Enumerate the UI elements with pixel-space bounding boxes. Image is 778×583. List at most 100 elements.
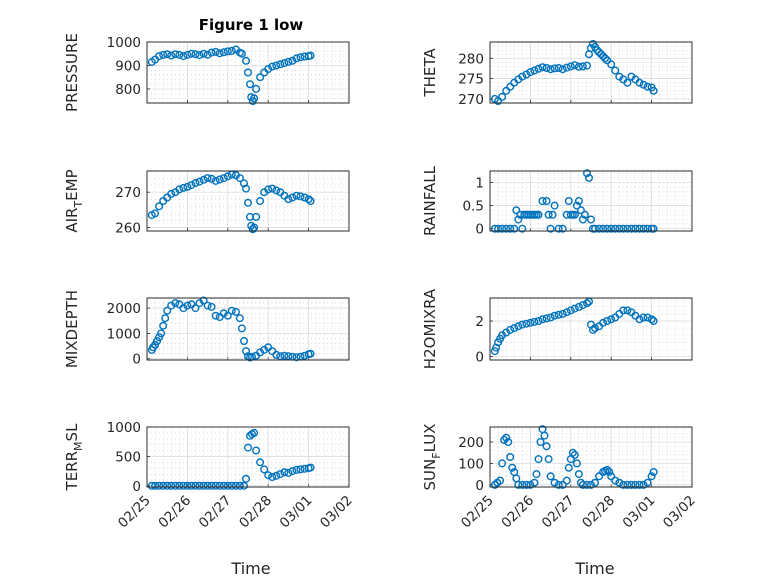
data-point <box>583 480 592 489</box>
data-point <box>219 481 228 490</box>
data-point <box>211 176 220 185</box>
data-point <box>167 301 176 310</box>
data-point <box>619 224 628 233</box>
data-point <box>635 315 644 324</box>
data-point <box>203 174 212 183</box>
data-point <box>583 299 592 308</box>
data-point <box>631 224 640 233</box>
data-point <box>554 480 563 489</box>
data-point <box>578 62 587 71</box>
axes-border <box>146 170 350 232</box>
data-point <box>183 481 192 490</box>
data-point <box>241 184 250 193</box>
data-point <box>288 467 297 476</box>
data-point <box>550 64 559 73</box>
data-point <box>558 65 567 74</box>
data-point <box>151 209 160 218</box>
y-axis-label: THETA <box>421 48 439 98</box>
data-point <box>183 301 192 310</box>
data-point <box>518 320 527 329</box>
axes-border <box>489 297 693 361</box>
data-point <box>578 480 587 489</box>
data-point <box>639 480 648 489</box>
data-point <box>203 301 212 310</box>
y-axis-label: AIRTEMP <box>63 169 85 232</box>
data-point <box>159 321 168 330</box>
data-point <box>292 191 301 200</box>
data-point <box>589 325 598 334</box>
axes-border <box>489 170 693 232</box>
y-tick-label: 900 <box>115 58 141 74</box>
data-point <box>603 465 612 474</box>
y-axis-label: H2OMIXRA <box>421 288 439 369</box>
data-point <box>558 480 567 489</box>
data-point <box>191 178 200 187</box>
data-point <box>284 195 293 204</box>
axes-frame <box>489 426 693 488</box>
data-point <box>627 224 636 233</box>
data-point <box>248 225 257 234</box>
data-point <box>155 52 164 61</box>
data-point <box>179 52 188 61</box>
data-point <box>215 49 224 58</box>
data-point <box>570 61 579 70</box>
data-point <box>239 337 248 346</box>
data-point <box>207 302 216 311</box>
data-point <box>223 172 232 181</box>
data-point <box>272 350 281 359</box>
data-point <box>526 68 535 77</box>
y-tick-label: 0 <box>475 349 484 365</box>
data-point <box>260 465 269 474</box>
data-point <box>554 63 563 72</box>
data-point <box>615 224 624 233</box>
data-point <box>159 481 168 490</box>
data-point <box>635 78 644 87</box>
data-point <box>570 304 579 313</box>
data-point <box>187 181 196 190</box>
data-point <box>199 175 208 184</box>
data-point <box>607 60 616 69</box>
subplot-pressure: 800 900 1000 PRESSURE <box>63 33 350 112</box>
axes-frame <box>146 170 350 232</box>
x-tick-label: 02/27 <box>539 493 578 532</box>
axes-border <box>146 426 350 488</box>
data-point <box>518 480 527 489</box>
data-point <box>207 481 216 490</box>
data-point <box>593 46 602 55</box>
data-point <box>558 309 567 318</box>
data-point <box>175 50 184 59</box>
data-point <box>542 196 551 205</box>
data-point <box>607 224 616 233</box>
data-point <box>272 471 281 480</box>
data-point <box>199 49 208 58</box>
data-point <box>546 65 555 74</box>
data-point <box>252 212 261 221</box>
data-point <box>243 68 252 77</box>
x-tick-label: 02/25 <box>115 493 154 532</box>
data-point <box>153 337 162 346</box>
data-point <box>591 224 600 233</box>
data-point <box>536 438 545 447</box>
data-point <box>276 352 285 361</box>
data-point <box>574 62 583 71</box>
data-point <box>161 314 170 323</box>
data-point <box>534 317 543 326</box>
data-point <box>639 313 648 322</box>
data-point <box>191 481 200 490</box>
data-point <box>227 46 236 55</box>
subplot-h2omixra: 0 2 H2OMIXRA <box>421 288 693 369</box>
data-point <box>544 455 553 464</box>
data-point <box>191 304 200 313</box>
data-point <box>241 474 250 483</box>
y-tick-label: 200 <box>458 435 484 451</box>
data-point <box>643 82 652 91</box>
data-point <box>300 193 309 202</box>
data-point <box>155 333 164 342</box>
data-point <box>490 347 499 356</box>
data-point <box>306 463 315 472</box>
data-point <box>580 210 589 219</box>
figure-title: Figure 1 low <box>199 16 304 34</box>
data-point <box>542 442 551 451</box>
data-point <box>550 478 559 487</box>
data-point <box>597 50 606 59</box>
